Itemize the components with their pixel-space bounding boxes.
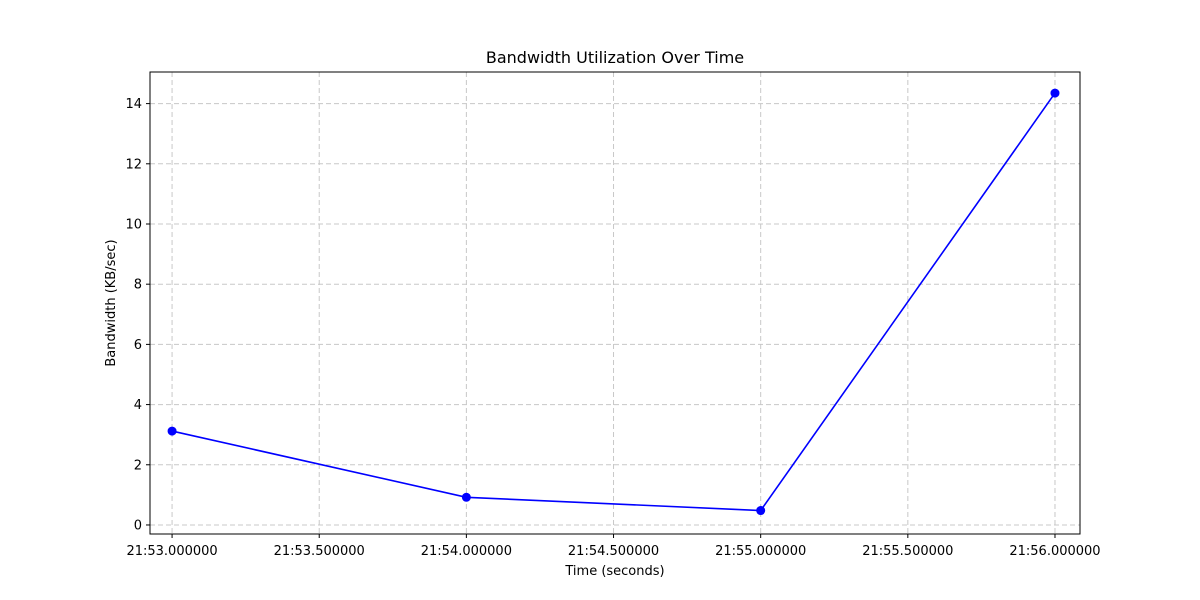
x-tick-label: 21:53.000000 [126, 544, 217, 559]
y-tick-label: 10 [125, 217, 142, 232]
plot-frame [149, 71, 1081, 535]
y-tick-label: 14 [125, 97, 142, 112]
series-layer [167, 88, 1060, 516]
grid [150, 72, 1080, 534]
y-tick-label: 6 [134, 338, 142, 353]
x-tick-label: 21:54.500000 [568, 544, 659, 559]
data-point [461, 492, 471, 502]
series-line [171, 92, 1056, 512]
chart-title: Bandwidth Utilization Over Time [486, 48, 744, 67]
x-tick-label: 21:56.000000 [1009, 544, 1100, 559]
data-point [1050, 88, 1060, 98]
x-tick-label: 21:55.000000 [715, 544, 806, 559]
y-tick-label: 12 [125, 157, 142, 172]
y-tick-label: 8 [134, 278, 142, 293]
y-axis-title: Bandwidth (KB/sec) [104, 239, 119, 366]
x-axis: 21:53.000000 21:53.500000 21:54.000000 21:5… [126, 534, 1101, 559]
data-point [756, 506, 766, 516]
y-tick-label: 2 [134, 458, 142, 473]
x-tick-label: 21:55.500000 [862, 544, 953, 559]
data-point [167, 426, 177, 436]
y-axis: 0 2 4 6 8 10 12 14 [125, 97, 150, 533]
y-tick-label: 0 [134, 518, 142, 533]
y-tick-label: 4 [134, 398, 142, 413]
x-tick-label: 21:53.500000 [274, 544, 365, 559]
x-tick-label: 21:54.000000 [421, 544, 512, 559]
x-axis-title: Time (seconds) [564, 564, 664, 579]
